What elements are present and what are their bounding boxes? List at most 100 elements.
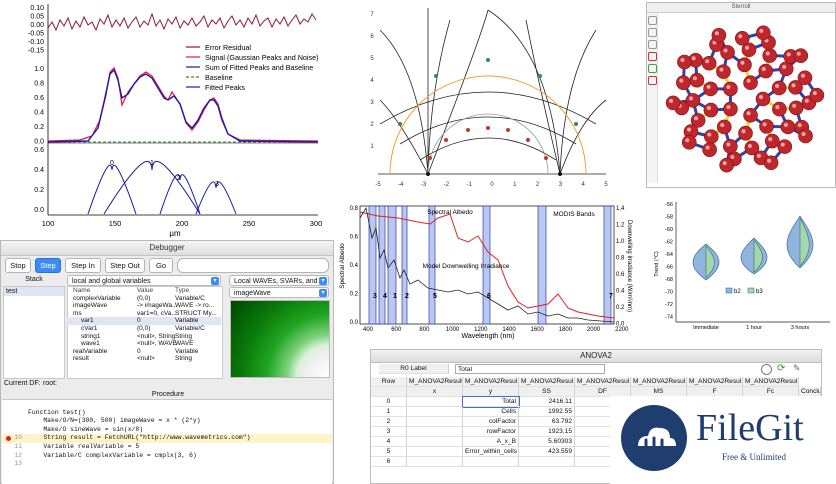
settings-icon[interactable]: [761, 364, 772, 375]
variables-panel[interactable]: [67, 286, 223, 379]
waves-select[interactable]: Local WAVEs, SVARs, and Strı▾: [229, 275, 329, 296]
table-cell[interactable]: 423.559: [519, 447, 575, 457]
variable-row[interactable]: var1 0 Variable: [67, 317, 221, 325]
step-button[interactable]: Step: [35, 258, 61, 273]
variable-row[interactable]: result <null> String: [67, 355, 221, 363]
violin-1: [692, 243, 720, 281]
subcolumn-header[interactable]: SS: [519, 387, 575, 397]
subcolumn-header[interactable]: y: [463, 387, 519, 397]
go-button[interactable]: Go: [149, 258, 173, 273]
line-number: 10: [14, 434, 22, 442]
table-cell[interactable]: colFactor: [463, 417, 519, 427]
edit-icon[interactable]: ✎: [793, 363, 801, 373]
table-cell[interactable]: [519, 457, 575, 467]
table-cell[interactable]: [407, 427, 463, 437]
peak-label-0: 0: [110, 160, 114, 167]
atom-highlight: [767, 158, 772, 163]
column-header[interactable]: M_ANOVA2Results.l: [407, 377, 463, 387]
table-cell[interactable]: 2416.11: [519, 397, 575, 407]
table-cell[interactable]: Cells: [463, 407, 519, 417]
tool-icon[interactable]: [648, 40, 657, 49]
atom: [737, 57, 752, 73]
variable-type: String: [175, 355, 192, 363]
table-cell[interactable]: [463, 457, 519, 467]
col-name: Name: [73, 287, 91, 294]
column-header[interactable]: M_ANOVA2Resul: [743, 377, 799, 387]
code-line[interactable]: 11 Variable realVariable = 5: [2, 443, 332, 452]
stack-list[interactable]: test: [3, 286, 65, 379]
tool-icon[interactable]: [648, 76, 657, 85]
atom: [793, 48, 809, 64]
peaks-axis-ticks: 0.6 0.4 0.2 0.0: [34, 147, 44, 214]
geometry-x-tick: 5: [604, 182, 608, 188]
col-value: Value: [137, 287, 154, 294]
code-line[interactable]: 12 Variable/C complexVariable = cmplx(3,…: [2, 452, 332, 461]
violin-y-tick: -60: [665, 227, 673, 233]
table-cell[interactable]: 5.60303: [519, 437, 575, 447]
column-header[interactable]: M_ANOVA2Resul: [519, 377, 575, 387]
violin-y-ticks: -56 -58 -60 -62 -64 -66 -68 -70 -72 -74: [665, 202, 673, 321]
code-line[interactable]: Make/O sineWave = sin(x/8): [2, 426, 332, 435]
tool-icon[interactable]: [648, 28, 657, 37]
albedo-x-tick: 2200: [615, 327, 629, 333]
code-line[interactable]: 13: [2, 460, 332, 469]
table-cell[interactable]: A_x_B: [463, 437, 519, 447]
atom-highlight: [746, 78, 751, 83]
violin-legend: b2 b3: [725, 287, 763, 295]
stack-label: Stack: [25, 276, 43, 283]
scope-select[interactable]: local and global variables ▾: [67, 275, 221, 286]
variable-row[interactable]: string1 <null>, String String: [67, 333, 221, 341]
molecule-window[interactable]: Sterroll: [646, 2, 836, 188]
refresh-icon[interactable]: ⟳: [777, 363, 786, 374]
step-out-button[interactable]: Step Out: [105, 258, 145, 273]
variable-row[interactable]: imageWave -> imageWa... WAVE -> ro...: [67, 302, 221, 310]
variable-row[interactable]: realVariable 0 Variable: [67, 348, 221, 356]
variable-row[interactable]: ms var1=0, cVa... STRUCT My...: [67, 310, 221, 318]
subcolumn-header[interactable]: x: [407, 387, 463, 397]
table-cell[interactable]: [407, 397, 463, 407]
albedo-left-tick: 0.2: [350, 292, 359, 298]
r0-value-field[interactable]: Total: [455, 364, 605, 374]
stack-item[interactable]: test: [4, 287, 64, 296]
table-cell[interactable]: 1923.15: [519, 427, 575, 437]
atom: [758, 63, 774, 79]
tool-icon[interactable]: [648, 16, 657, 25]
table-cell[interactable]: rowFactor: [463, 427, 519, 437]
wave-select[interactable]: imageWave ▾: [229, 287, 329, 298]
code-line[interactable]: 10 String result = FetchURL("http://www.…: [2, 434, 332, 443]
table-cell[interactable]: [407, 407, 463, 417]
table-cell[interactable]: [407, 447, 463, 457]
expression-field[interactable]: [177, 258, 329, 273]
tool-icon[interactable]: [648, 64, 657, 73]
code-line[interactable]: [2, 400, 332, 409]
annotation-modis: MODIS Bands: [553, 211, 595, 218]
stop-button[interactable]: Stop: [5, 258, 31, 273]
violin-category-2: 3 hours: [791, 325, 810, 331]
procedure-code-editor[interactable]: Function test() Make/O/N=(300, 500) imag…: [2, 399, 332, 484]
variable-row[interactable]: cVar1 (0,0) Variable/C: [67, 325, 221, 333]
table-cell[interactable]: 1992.55: [519, 407, 575, 417]
tool-icon[interactable]: [648, 52, 657, 61]
column-header[interactable]: M_ANOVA2Resul: [463, 377, 519, 387]
atom-highlight: [756, 153, 761, 158]
subcolumn-header[interactable]: DF: [575, 387, 631, 397]
column-header[interactable]: M_ANOVA2Resul: [631, 377, 687, 387]
fullerene-molecule[interactable]: [659, 13, 833, 185]
breakpoint-icon[interactable]: [6, 436, 11, 442]
code-line[interactable]: Make/O/N=(300, 500) imageWave = x * (2*y…: [2, 417, 332, 426]
code-line[interactable]: Function test(): [2, 409, 332, 418]
table-cell[interactable]: Error_within_cells: [463, 447, 519, 457]
wave-image-preview[interactable]: [230, 300, 330, 378]
column-header[interactable]: M_ANOVA2Resul: [575, 377, 631, 387]
table-cell[interactable]: [407, 457, 463, 467]
step-in-button[interactable]: Step In: [65, 258, 101, 273]
table-cell[interactable]: [407, 437, 463, 447]
atom: [780, 119, 796, 135]
variable-row[interactable]: wave1 <null>, WAVE WAVE: [67, 340, 221, 348]
table-cell[interactable]: Total: [462, 396, 520, 408]
table-cell[interactable]: [407, 417, 463, 427]
variable-row[interactable]: complexVariable (0,0) Variable/C: [67, 295, 221, 303]
table-cell[interactable]: 63.792: [519, 417, 575, 427]
code-text: Make/O/N=(300, 500) imageWave = x * (2*y…: [28, 417, 201, 425]
column-header[interactable]: M_ANOVA2Resul: [687, 377, 743, 387]
